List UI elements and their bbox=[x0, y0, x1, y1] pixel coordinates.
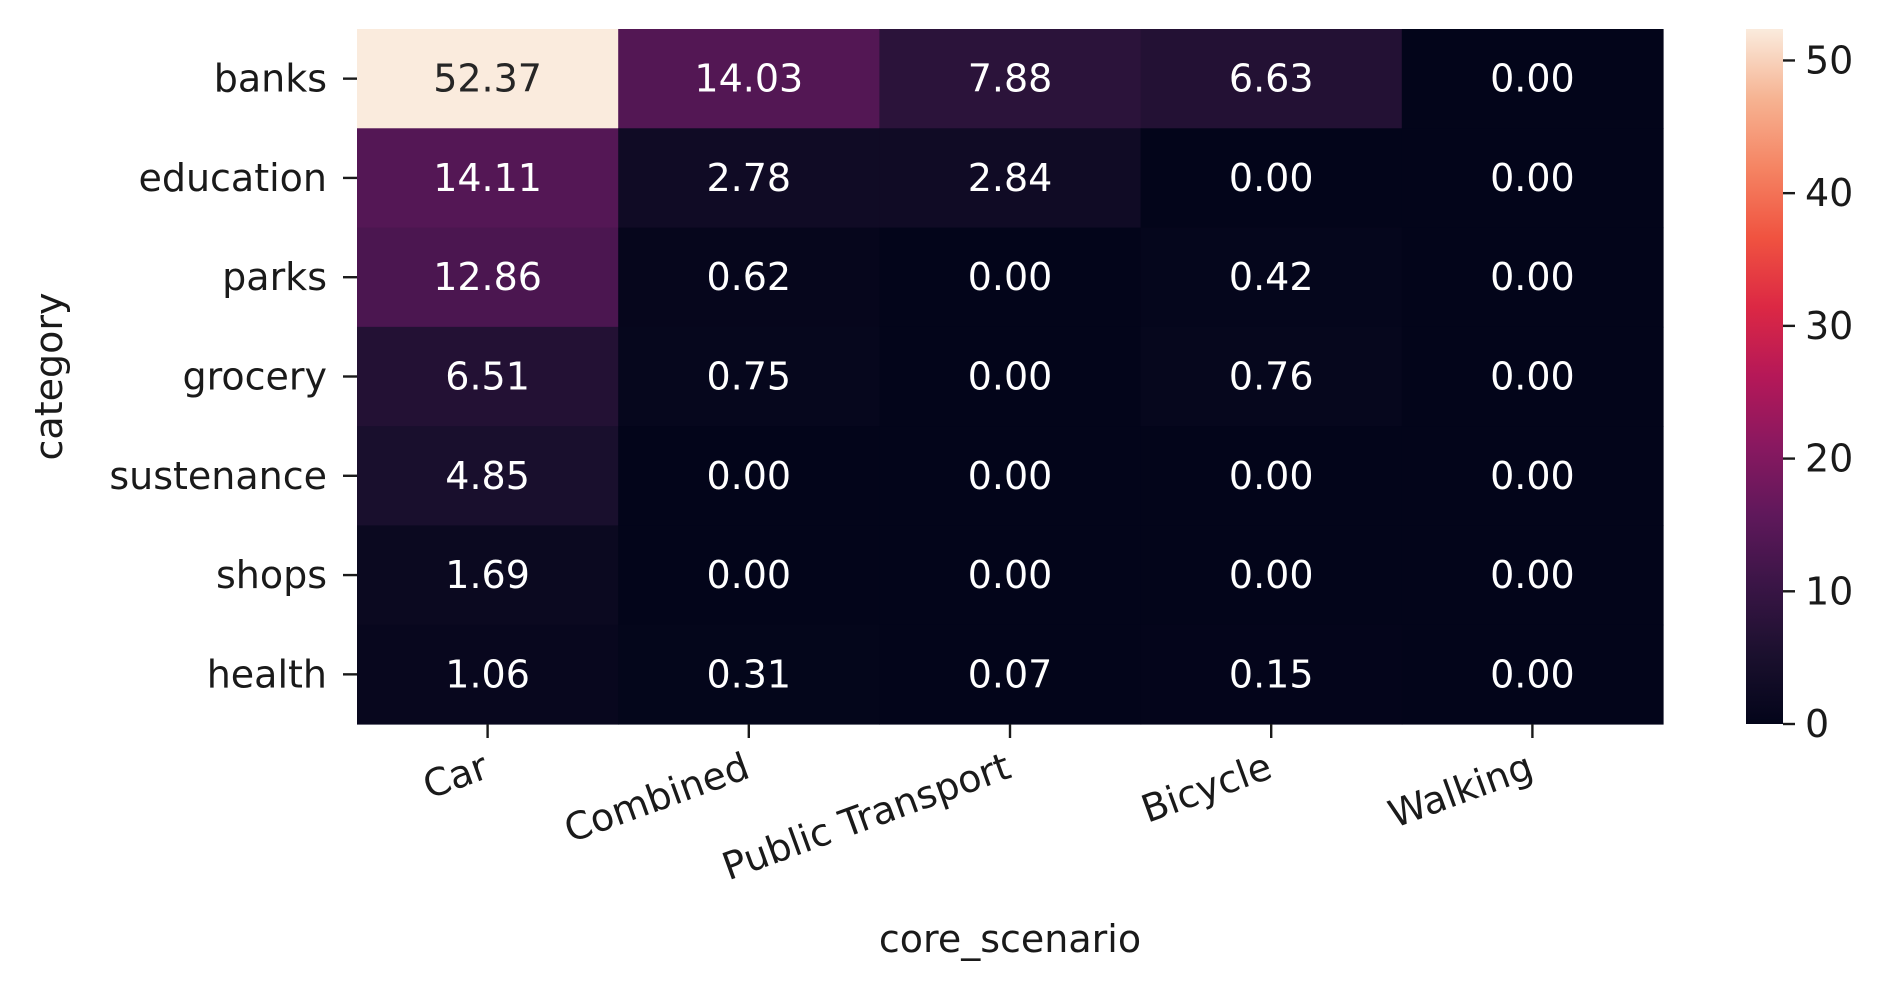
cell-value-grocery-car: 6.51 bbox=[445, 355, 530, 399]
cell-parks-car bbox=[357, 227, 619, 328]
colorbar-tick-label-0: 0 bbox=[1805, 702, 1829, 746]
colorbar-tick-label-40: 40 bbox=[1805, 171, 1853, 215]
cell-grocery-car bbox=[357, 326, 619, 427]
cell-value-banks-bicycle: 6.63 bbox=[1229, 57, 1314, 101]
cell-value-shops-public-transport: 0.00 bbox=[968, 553, 1053, 597]
cell-grocery-combined bbox=[618, 326, 880, 427]
cell-value-health-bicycle: 0.15 bbox=[1229, 652, 1314, 696]
cell-value-grocery-public-transport: 0.00 bbox=[968, 355, 1053, 399]
cell-value-banks-combined: 14.03 bbox=[694, 57, 803, 101]
cell-grocery-public-transport bbox=[879, 326, 1142, 427]
cell-parks-walking bbox=[1401, 227, 1664, 328]
cell-value-banks-car: 52.37 bbox=[433, 57, 542, 101]
cell-education-car bbox=[357, 128, 619, 229]
cell-value-health-car: 1.06 bbox=[445, 652, 530, 696]
cell-value-health-walking: 0.00 bbox=[1490, 652, 1575, 696]
cell-sustenance-walking bbox=[1401, 426, 1664, 527]
cell-shops-car bbox=[357, 525, 619, 626]
y-tick-label-sustenance: sustenance bbox=[109, 454, 327, 498]
cell-value-sustenance-car: 4.85 bbox=[445, 454, 530, 498]
y-tick-label-education: education bbox=[138, 156, 327, 200]
cell-value-sustenance-bicycle: 0.00 bbox=[1229, 454, 1314, 498]
cell-grocery-walking bbox=[1401, 326, 1664, 427]
x-tick-label-public-transport: Public Transport bbox=[716, 744, 1016, 889]
colorbar: 0 10 20 30 40 50 bbox=[1746, 29, 1853, 746]
cell-health-car bbox=[357, 624, 619, 725]
cell-sustenance-car bbox=[357, 426, 619, 527]
cell-education-walking bbox=[1401, 128, 1664, 229]
x-axis-title: core_scenario bbox=[879, 917, 1141, 961]
cell-shops-combined bbox=[618, 525, 880, 626]
colorbar-gradient bbox=[1746, 29, 1783, 724]
cell-banks-public-transport bbox=[879, 29, 1142, 129]
cell-sustenance-bicycle bbox=[1140, 426, 1403, 527]
cell-banks-car bbox=[357, 29, 619, 129]
cell-education-bicycle bbox=[1140, 128, 1403, 229]
colorbar-tick-label-50: 50 bbox=[1805, 38, 1853, 82]
cell-value-grocery-bicycle: 0.76 bbox=[1229, 355, 1314, 399]
cell-value-education-public-transport: 2.84 bbox=[968, 156, 1053, 200]
cell-sustenance-combined bbox=[618, 426, 880, 527]
x-tick-label-combined: Combined bbox=[558, 744, 754, 851]
cell-value-health-combined: 0.31 bbox=[706, 652, 791, 696]
cell-value-sustenance-public-transport: 0.00 bbox=[968, 454, 1053, 498]
heatmap-cells bbox=[357, 29, 1664, 725]
y-axis-title: category bbox=[27, 293, 71, 461]
cell-health-combined bbox=[618, 624, 880, 725]
cell-health-public-transport bbox=[879, 624, 1142, 725]
cell-health-walking bbox=[1401, 624, 1664, 725]
cell-value-sustenance-combined: 0.00 bbox=[706, 454, 791, 498]
cell-parks-combined bbox=[618, 227, 880, 328]
cell-banks-walking bbox=[1401, 29, 1664, 129]
cell-shops-public-transport bbox=[879, 525, 1142, 626]
cell-education-public-transport bbox=[879, 128, 1142, 229]
colorbar-tick-label-20: 20 bbox=[1805, 437, 1853, 481]
cell-shops-bicycle bbox=[1140, 525, 1403, 626]
cell-health-bicycle bbox=[1140, 624, 1403, 725]
cell-value-education-combined: 2.78 bbox=[706, 156, 791, 200]
y-tick-label-grocery: grocery bbox=[182, 355, 327, 399]
cell-value-health-public-transport: 0.07 bbox=[968, 652, 1053, 696]
cell-parks-public-transport bbox=[879, 227, 1142, 328]
y-tick-label-health: health bbox=[207, 652, 327, 696]
colorbar-tick-label-10: 10 bbox=[1805, 569, 1853, 613]
colorbar-ticks: 0 10 20 30 40 50 bbox=[1783, 38, 1853, 746]
cell-value-grocery-walking: 0.00 bbox=[1490, 355, 1575, 399]
cell-education-combined bbox=[618, 128, 880, 229]
cell-value-banks-walking: 0.00 bbox=[1490, 57, 1575, 101]
cell-value-parks-combined: 0.62 bbox=[706, 255, 791, 299]
heatmap-cell-labels: 52.37 14.03 7.88 6.63 0.00 14.11 2.78 2.84 0.00 0… bbox=[433, 57, 1575, 697]
cell-banks-bicycle bbox=[1140, 29, 1403, 129]
cell-value-education-car: 14.11 bbox=[433, 156, 542, 200]
x-tick-label-walking: Walking bbox=[1383, 744, 1539, 837]
cell-value-parks-walking: 0.00 bbox=[1490, 255, 1575, 299]
x-tick-label-car: Car bbox=[417, 744, 494, 808]
y-axis: banks education parks grocery sustenance shop… bbox=[109, 57, 357, 696]
cell-sustenance-public-transport bbox=[879, 426, 1142, 527]
cell-shops-walking bbox=[1401, 525, 1664, 626]
y-tick-label-banks: banks bbox=[214, 57, 327, 101]
y-tick-label-parks: parks bbox=[222, 255, 327, 299]
cell-value-grocery-combined: 0.75 bbox=[706, 355, 791, 399]
cell-value-education-walking: 0.00 bbox=[1490, 156, 1575, 200]
colorbar-tick-label-30: 30 bbox=[1805, 304, 1853, 348]
cell-value-parks-public-transport: 0.00 bbox=[968, 255, 1053, 299]
cell-value-banks-public-transport: 7.88 bbox=[968, 57, 1053, 101]
cell-parks-bicycle bbox=[1140, 227, 1403, 328]
cell-value-shops-walking: 0.00 bbox=[1490, 553, 1575, 597]
cell-value-parks-bicycle: 0.42 bbox=[1229, 255, 1314, 299]
cell-value-parks-car: 12.86 bbox=[433, 255, 542, 299]
x-tick-label-bicycle: Bicycle bbox=[1135, 744, 1277, 831]
cell-value-sustenance-walking: 0.00 bbox=[1490, 454, 1575, 498]
cell-value-education-bicycle: 0.00 bbox=[1229, 156, 1314, 200]
cell-banks-combined bbox=[618, 29, 880, 129]
cell-grocery-bicycle bbox=[1140, 326, 1403, 427]
cell-value-shops-bicycle: 0.00 bbox=[1229, 553, 1314, 597]
cell-value-shops-combined: 0.00 bbox=[706, 553, 791, 597]
cell-value-shops-car: 1.69 bbox=[445, 553, 530, 597]
y-tick-label-shops: shops bbox=[216, 553, 327, 597]
